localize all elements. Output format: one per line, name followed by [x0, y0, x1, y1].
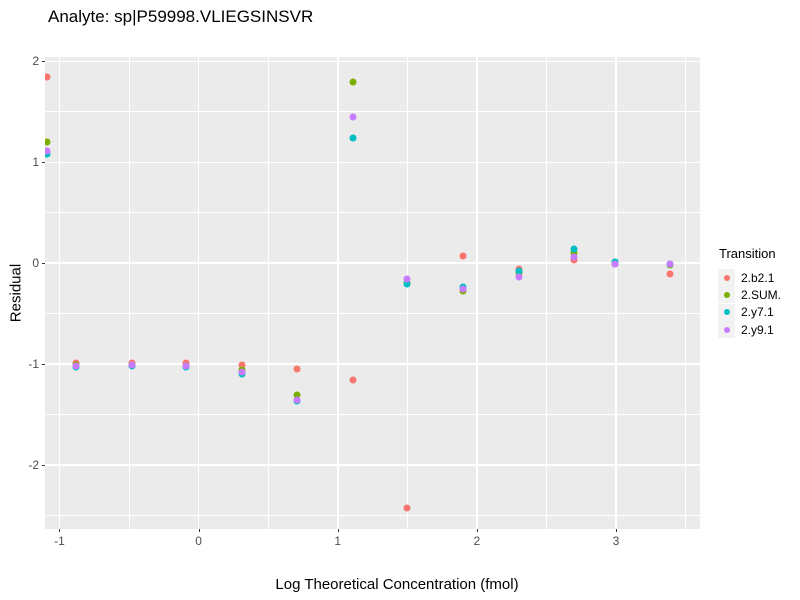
- y-axis-tick-mark: [42, 465, 45, 467]
- legend-label: 2.y7.1: [741, 305, 774, 320]
- legend-label: 2.y9.1: [741, 322, 774, 337]
- y-axis-tick-label: 0: [32, 256, 39, 271]
- legend-label: 2.b2.1: [741, 270, 775, 285]
- minor-gridline-vertical: [406, 57, 408, 529]
- legend-point-icon: [723, 309, 730, 316]
- legend-key: [718, 269, 735, 287]
- legend-entry-2.y9.1: 2.y9.1: [718, 321, 781, 339]
- legend-point-icon: [723, 291, 730, 298]
- legend-title: Transition: [719, 246, 776, 261]
- data-point-2.b2.1: [666, 270, 674, 278]
- data-point-2.y9.1: [45, 147, 51, 155]
- x-axis-tick-label: -1: [54, 534, 65, 548]
- y-axis-tick-mark: [42, 162, 45, 164]
- major-gridline-horizontal: [45, 161, 700, 164]
- data-point-2.y9.1: [128, 361, 136, 369]
- data-point-2.y9.1: [666, 260, 674, 268]
- legend-entries: 2.b2.1 2.SUM. 2.y7.1 2.y9.1: [718, 269, 782, 339]
- major-gridline-vertical: [476, 57, 478, 529]
- legend-entry-2.y7.1: 2.y7.1: [718, 303, 781, 321]
- x-axis-tick-mark: [615, 529, 617, 532]
- data-point-2.y9.1: [611, 260, 619, 268]
- data-point-2.y9.1: [403, 275, 411, 283]
- data-point-2.SUM.: [45, 138, 51, 146]
- x-axis-tick-label: 2: [473, 534, 481, 548]
- y-axis-tick-mark: [42, 364, 45, 366]
- y-axis-tick-label: -1: [28, 357, 39, 372]
- data-point-2.b2.1: [238, 361, 246, 369]
- minor-gridline-horizontal: [45, 313, 700, 315]
- x-axis-tick-label: 1: [334, 534, 342, 548]
- legend-entry-2.SUM.: 2.SUM.: [718, 286, 782, 304]
- major-gridline-horizontal: [45, 464, 700, 466]
- minor-gridline-vertical: [685, 57, 687, 529]
- data-point-2.b2.1: [45, 73, 51, 81]
- data-point-2.y9.1: [459, 285, 467, 293]
- y-axis-tick-label: 1: [32, 155, 39, 170]
- x-axis-tick-mark: [476, 529, 478, 532]
- major-gridline-vertical: [615, 57, 617, 529]
- legend-entry-2.b2.1: 2.b2.1: [718, 269, 781, 287]
- data-point-2.y7.1: [515, 267, 523, 275]
- data-point-2.b2.1: [459, 252, 467, 260]
- major-gridline-vertical: [58, 57, 61, 529]
- major-gridline-vertical: [197, 57, 200, 529]
- y-axis-tick-label: 2: [32, 54, 39, 69]
- data-point-2.y9.1: [349, 113, 357, 121]
- data-point-2.y7.1: [570, 245, 578, 253]
- data-point-2.b2.1: [403, 504, 411, 512]
- minor-gridline-vertical: [546, 57, 547, 529]
- legend-point-icon: [723, 326, 730, 333]
- major-gridline-vertical: [336, 57, 339, 529]
- minor-gridline-horizontal: [45, 111, 700, 113]
- x-axis-tick-label: 3: [612, 534, 620, 548]
- data-point-2.y9.1: [238, 368, 246, 376]
- legend-key: [718, 286, 735, 304]
- major-gridline-horizontal: [45, 262, 700, 265]
- x-axis-title: Log Theoretical Concentration (fmol): [275, 576, 519, 593]
- minor-gridline-horizontal: [45, 414, 700, 416]
- data-point-2.y9.1: [570, 253, 578, 261]
- data-point-2.y9.1: [182, 362, 190, 370]
- major-gridline-horizontal: [45, 60, 700, 63]
- y-axis-tick-mark: [42, 263, 45, 265]
- y-axis-tick-mark: [42, 61, 45, 63]
- minor-gridline-vertical: [267, 57, 269, 529]
- data-point-2.SUM.: [570, 249, 578, 257]
- legend-label: 2.SUM.: [741, 287, 782, 302]
- data-point-2.y7.1: [403, 280, 411, 288]
- plot-panel: [45, 57, 700, 529]
- data-point-2.b2.1: [293, 365, 301, 373]
- data-point-2.y7.1: [349, 134, 357, 142]
- plot-title: Analyte: sp|P59998.VLIEGSINSVR: [48, 7, 314, 26]
- x-axis-tick-label: 0: [195, 534, 202, 548]
- legend-key: [718, 321, 735, 339]
- minor-gridline-horizontal: [45, 515, 700, 516]
- x-axis-tick-mark: [59, 529, 61, 532]
- data-point-2.SUM.: [349, 78, 357, 86]
- major-gridline-horizontal: [45, 363, 700, 365]
- legend-point-icon: [723, 274, 730, 281]
- y-axis-tick-label: -2: [28, 458, 39, 473]
- data-point-2.b2.1: [349, 376, 357, 384]
- minor-gridline-horizontal: [45, 212, 700, 214]
- data-point-2.y9.1: [515, 273, 523, 281]
- legend-key: [718, 303, 735, 321]
- data-point-2.y9.1: [293, 396, 301, 404]
- y-axis-title: Residual: [7, 263, 25, 323]
- x-axis-tick-mark: [198, 529, 200, 532]
- x-axis-tick-mark: [337, 529, 339, 532]
- legend: Transition 2.b2.1 2.SUM. 2.y7.1 2.y9.1: [718, 246, 782, 339]
- data-point-2.y9.1: [72, 362, 80, 370]
- minor-gridline-vertical: [128, 57, 130, 529]
- data-point-2.SUM.: [293, 391, 301, 399]
